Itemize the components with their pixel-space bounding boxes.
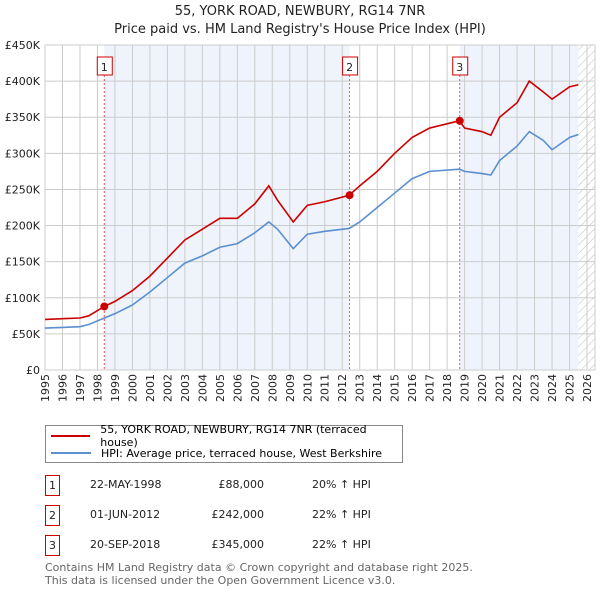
x-tick-label: 2017 bbox=[424, 374, 437, 402]
x-tick-label: 1998 bbox=[91, 374, 104, 402]
y-tick-label: £0 bbox=[26, 364, 40, 377]
chart-subtitle: Price paid vs. HM Land Registry's House … bbox=[114, 22, 486, 37]
x-tick-label: 2023 bbox=[529, 374, 542, 402]
sale-row: 3 20-SEP-2018 £345,000 22% ↑ HPI bbox=[45, 535, 445, 556]
y-tick-label: £300K bbox=[5, 147, 41, 160]
sale-marker-label: 1 bbox=[101, 61, 108, 74]
x-tick-label: 2000 bbox=[126, 374, 139, 402]
x-tick-label: 1997 bbox=[74, 374, 87, 402]
y-tick-label: £200K bbox=[5, 220, 41, 233]
sale-point bbox=[345, 191, 354, 200]
sale-hpi: 20% ↑ HPI bbox=[312, 478, 371, 491]
x-tick-label: 2022 bbox=[511, 374, 524, 402]
y-tick-label: £150K bbox=[5, 256, 41, 269]
legend-label: 55, YORK ROAD, NEWBURY, RG14 7NR (terrac… bbox=[100, 423, 367, 449]
x-tick-label: 2026 bbox=[581, 374, 594, 402]
x-tick-label: 1995 bbox=[39, 374, 52, 402]
x-tick-label: 2012 bbox=[336, 374, 349, 402]
sale-marker-box bbox=[96, 56, 113, 76]
x-tick-label: 2016 bbox=[406, 374, 419, 402]
sale-price: £88,000 bbox=[218, 478, 265, 491]
x-tick-label: 2006 bbox=[231, 374, 244, 402]
x-tick-label: 2007 bbox=[249, 374, 262, 402]
sale-point bbox=[455, 116, 464, 125]
sale-date: 20-SEP-2018 bbox=[90, 538, 161, 551]
footer-line: This data is licensed under the Open Gov… bbox=[45, 574, 396, 587]
sale-row: 1 22-MAY-1998 £88,000 20% ↑ HPI bbox=[45, 475, 445, 496]
x-tick-label: 2005 bbox=[214, 374, 227, 402]
sale-price: £345,000 bbox=[211, 538, 265, 551]
x-tick-label: 2004 bbox=[196, 374, 209, 402]
sale-marker-box bbox=[452, 56, 469, 76]
y-tick-label: £450K bbox=[5, 39, 41, 52]
x-tick-label: 2025 bbox=[564, 374, 577, 402]
legend-item-property: 55, YORK ROAD, NEWBURY, RG14 7NR (terrac… bbox=[46, 423, 402, 449]
series-line bbox=[44, 79, 579, 321]
sale-date: 01-JUN-2012 bbox=[90, 508, 161, 521]
plot-frame bbox=[44, 44, 596, 371]
y-tick-label: £350K bbox=[5, 111, 41, 124]
sale-marker-box bbox=[342, 56, 359, 76]
x-tick-label: 2014 bbox=[371, 374, 384, 402]
x-tick-label: 2010 bbox=[301, 374, 314, 402]
sale-hpi: 22% ↑ HPI bbox=[312, 508, 371, 521]
sale-badge: 1 bbox=[45, 475, 60, 496]
sale-date: 22-MAY-1998 bbox=[90, 478, 162, 491]
legend-label: HPI: Average price, terraced house, West… bbox=[101, 446, 383, 460]
x-tick-label: 2024 bbox=[546, 374, 559, 402]
y-tick-label: £50K bbox=[12, 328, 41, 341]
footer-line: Contains HM Land Registry data © Crown c… bbox=[45, 561, 473, 574]
legend: 55, YORK ROAD, NEWBURY, RG14 7NR (terrac… bbox=[45, 423, 403, 463]
sale-price: £242,000 bbox=[211, 508, 265, 521]
x-tick-label: 2003 bbox=[179, 374, 192, 402]
footer: Contains HM Land Registry data © Crown c… bbox=[45, 561, 473, 587]
x-tick-label: 2021 bbox=[494, 374, 507, 402]
sale-marker-label: 2 bbox=[346, 61, 353, 74]
x-tick-label: 2011 bbox=[319, 374, 332, 402]
x-tick-label: 2001 bbox=[144, 374, 157, 402]
x-tick-label: 2009 bbox=[284, 374, 297, 402]
x-tick-label: 1999 bbox=[109, 374, 122, 402]
shaded-period bbox=[104, 45, 350, 370]
y-tick-label: £400K bbox=[5, 75, 41, 88]
sale-point bbox=[100, 302, 109, 311]
sale-hpi: 22% ↑ HPI bbox=[312, 538, 371, 551]
x-tick-label: 2002 bbox=[161, 374, 174, 402]
series-line bbox=[44, 130, 579, 329]
sale-badge: 3 bbox=[45, 535, 60, 556]
sale-row: 2 01-JUN-2012 £242,000 22% ↑ HPI bbox=[45, 505, 445, 526]
legend-swatch-blue bbox=[51, 452, 91, 454]
x-tick-label: 2013 bbox=[354, 374, 367, 402]
x-tick-label: 2020 bbox=[476, 374, 489, 402]
legend-swatch-red bbox=[51, 435, 91, 437]
x-tick-label: 2015 bbox=[389, 374, 402, 402]
x-tick-label: 2008 bbox=[266, 374, 279, 402]
sale-marker-label: 3 bbox=[456, 61, 463, 74]
sale-badge: 2 bbox=[45, 505, 60, 526]
x-tick-label: 2019 bbox=[459, 374, 472, 402]
legend-item-hpi: HPI: Average price, terraced house, West… bbox=[46, 445, 382, 461]
y-tick-label: £250K bbox=[5, 183, 41, 196]
price-chart: 1995 1996 1997 1998 1999 2000 2001 2002 2003 2004… bbox=[5, 39, 596, 402]
x-tick-label: 1996 bbox=[56, 374, 69, 402]
y-tick-label: £100K bbox=[5, 292, 41, 305]
x-tick-label: 2018 bbox=[441, 374, 454, 402]
chart-title: 55, YORK ROAD, NEWBURY, RG14 7NR bbox=[174, 4, 426, 19]
